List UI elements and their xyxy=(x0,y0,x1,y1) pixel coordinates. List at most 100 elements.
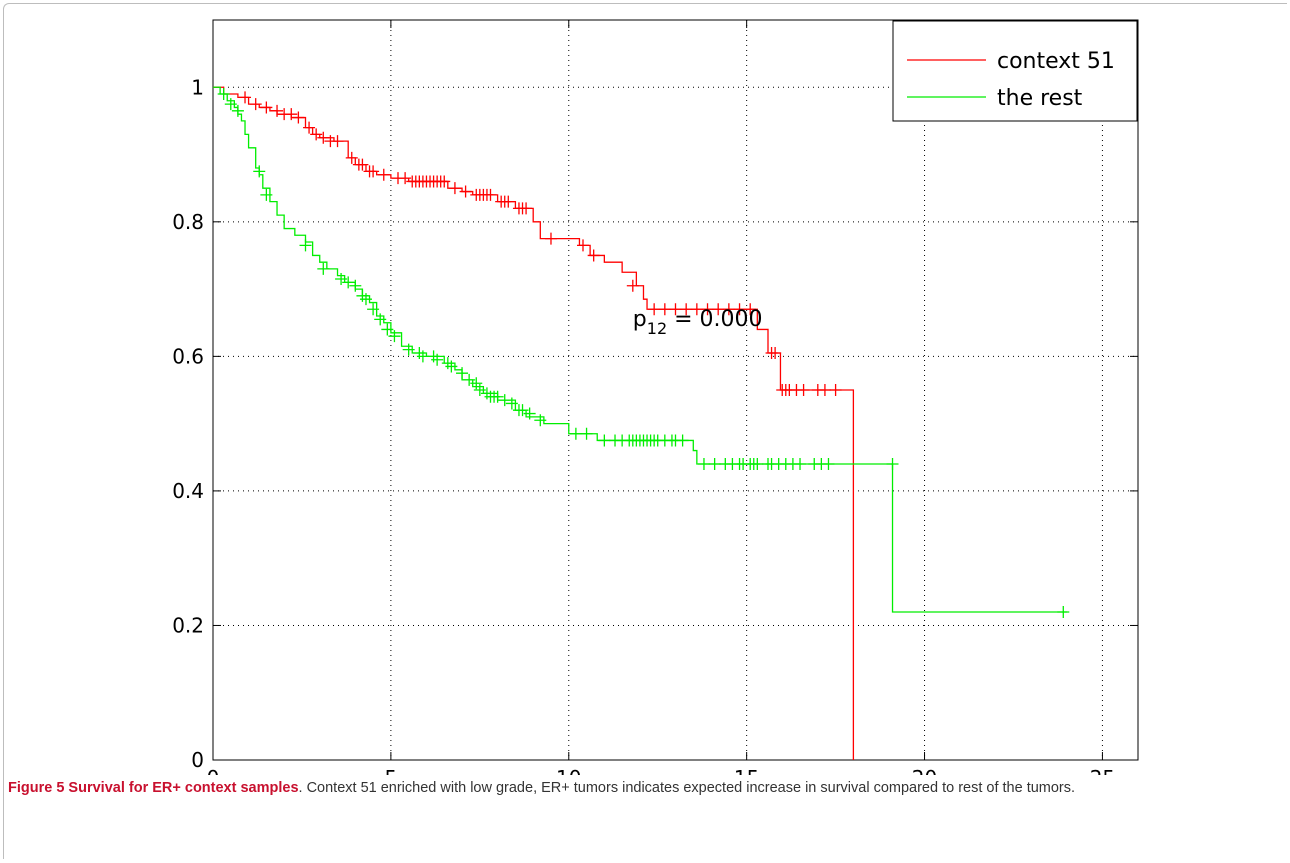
censor-mark xyxy=(676,434,689,447)
censor-mark xyxy=(285,108,298,121)
figure-caption: Figure 5 Survival for ER+ context sample… xyxy=(8,776,1282,800)
censor-mark xyxy=(523,407,536,420)
x-tick-label: 10 xyxy=(556,766,581,775)
series-context-51 xyxy=(213,86,855,760)
censor-mark xyxy=(544,232,557,245)
y-tick-label: 0.4 xyxy=(172,479,204,503)
p-value-equals: = 0.000 xyxy=(667,307,762,332)
censor-mark xyxy=(342,276,355,289)
survival-chart: 0 5 10 15 20 25 0 0.2 0.4 0.6 0.8 1 p12 = 0.000 con… xyxy=(172,19,1139,775)
x-tick-label: 20 xyxy=(912,766,937,775)
censor-mark xyxy=(822,458,835,470)
censor-mark xyxy=(680,303,693,316)
censor-mark xyxy=(359,293,372,306)
censor-mark xyxy=(331,135,344,148)
censor-mark xyxy=(794,458,807,470)
censor-mark xyxy=(367,303,380,316)
censor-mark xyxy=(829,384,842,396)
censor-mark xyxy=(470,377,483,390)
y-tick-label: 0.2 xyxy=(172,613,204,637)
censor-mark xyxy=(751,458,764,470)
censor-mark xyxy=(260,188,273,201)
censor-mark xyxy=(769,347,782,359)
p-value-symbol: p xyxy=(633,307,647,332)
censor-mark xyxy=(658,303,671,316)
censor-mark xyxy=(505,397,518,410)
p-value-subscript: 12 xyxy=(647,319,667,338)
figure-frame xyxy=(3,3,1287,859)
censor-mark xyxy=(484,188,497,201)
censor-mark xyxy=(577,239,589,252)
caption-text: . Context 51 enriched with low grade, ER… xyxy=(298,780,1076,796)
censor-mark xyxy=(708,458,721,470)
censor-mark xyxy=(224,98,237,111)
censor-mark xyxy=(310,128,323,141)
censor-mark xyxy=(520,202,533,215)
censor-mark xyxy=(249,98,262,111)
series-layer xyxy=(213,86,1070,760)
censor-mark xyxy=(587,249,600,262)
censor-mark xyxy=(317,131,330,144)
p-value-annotation: p12 = 0.000 xyxy=(633,307,763,338)
censor-mark xyxy=(498,394,511,407)
censor-mark xyxy=(239,91,252,104)
censor-mark xyxy=(569,427,582,440)
censor-mark xyxy=(598,434,611,447)
censor-mark xyxy=(303,121,316,134)
x-tick-label: 5 xyxy=(385,766,398,775)
censor-mark xyxy=(438,175,451,188)
censor-mark xyxy=(349,279,362,292)
censor-mark xyxy=(491,390,504,403)
censor-mark xyxy=(722,303,735,316)
caption-title: Figure 5 Survival for ER+ context sample… xyxy=(8,780,299,796)
censor-mark xyxy=(335,273,348,285)
legend-label-context-51: context 51 xyxy=(997,49,1115,74)
legend-label-the-rest: the rest xyxy=(997,86,1083,111)
censor-mark xyxy=(626,279,639,292)
censor-mark xyxy=(377,168,390,181)
censor-mark xyxy=(456,367,469,380)
censor-mark xyxy=(733,303,746,316)
censor-mark xyxy=(690,303,703,316)
censor-mark xyxy=(356,158,369,171)
censor-mark xyxy=(744,303,757,316)
series-the-rest xyxy=(213,86,1070,618)
legend: context 51 the rest xyxy=(892,20,1138,122)
y-tick-label: 1 xyxy=(191,75,204,99)
censor-mark xyxy=(431,353,444,366)
censor-mark xyxy=(388,330,401,343)
censor-mark xyxy=(445,360,458,373)
censor-mark xyxy=(292,111,305,124)
censor-mark xyxy=(669,303,682,316)
censor-mark xyxy=(381,323,394,336)
y-tick-label: 0.6 xyxy=(172,344,204,368)
censor-mark xyxy=(271,104,284,117)
censor-mark xyxy=(374,313,387,326)
censor-mark xyxy=(886,458,899,470)
plot-background xyxy=(213,20,1138,760)
censor-mark xyxy=(797,384,810,396)
axes: 0 5 10 15 20 25 0 0.2 0.4 0.6 0.8 1 xyxy=(172,19,1139,775)
censor-mark xyxy=(580,427,593,440)
censor-mark xyxy=(299,239,312,252)
censor-mark xyxy=(463,373,476,386)
censor-mark xyxy=(399,172,412,185)
censor-mark xyxy=(516,404,529,417)
y-tick-label: 0 xyxy=(191,748,204,772)
censor-mark xyxy=(416,350,429,363)
censor-mark xyxy=(534,414,547,427)
censor-mark xyxy=(402,343,415,356)
censor-mark xyxy=(345,151,358,164)
censor-mark xyxy=(253,165,266,178)
censor-mark xyxy=(701,303,714,316)
x-tick-label: 25 xyxy=(1090,766,1115,775)
censor-mark xyxy=(367,165,380,178)
censor-mark xyxy=(459,185,472,198)
censor-mark xyxy=(217,88,230,100)
annotation: p12 = 0.000 xyxy=(633,307,763,338)
legend-box xyxy=(892,20,1138,122)
censor-mark xyxy=(712,303,725,316)
censor-mark xyxy=(473,384,486,396)
censor-mark xyxy=(1057,606,1070,618)
x-tick-label: 15 xyxy=(734,766,759,775)
